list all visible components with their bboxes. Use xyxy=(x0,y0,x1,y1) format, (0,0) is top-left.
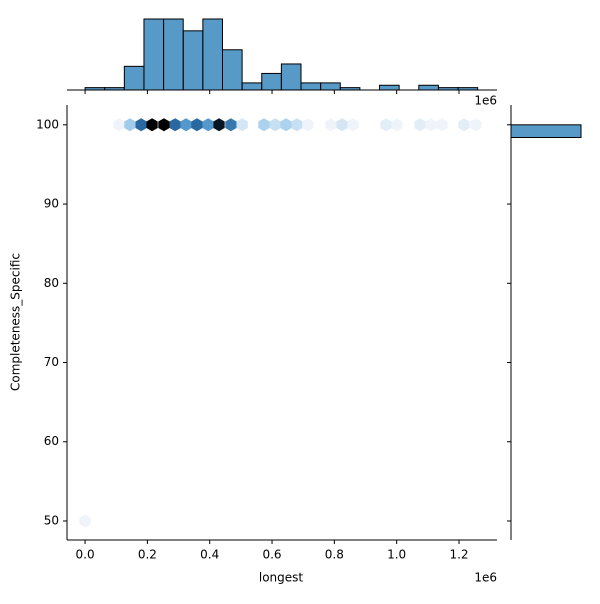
top-hist-bar xyxy=(320,82,341,91)
hexbin xyxy=(169,118,181,132)
hexbin xyxy=(79,514,91,528)
top-hist-bar xyxy=(418,84,439,91)
top-hist-bar xyxy=(182,30,204,91)
hexbin xyxy=(470,118,482,132)
hexbin xyxy=(258,118,270,132)
x-tick-label: 0.6 xyxy=(262,548,281,562)
y-tick-label: 70 xyxy=(44,355,59,369)
top-hist-bar xyxy=(261,72,282,91)
hexbin xyxy=(414,118,426,132)
hexbin xyxy=(458,118,470,132)
top-hist-bar xyxy=(143,18,165,91)
x-tick-label: 0.0 xyxy=(76,548,95,562)
hexbin xyxy=(124,118,136,132)
hexbin xyxy=(380,118,392,132)
top-offset-label: 1e6 xyxy=(474,94,497,108)
x-tick-label: 0.4 xyxy=(200,548,219,562)
top-hist-bar xyxy=(280,63,302,91)
y-tick-label: 50 xyxy=(44,513,59,527)
top-hist-bar xyxy=(84,87,106,91)
top-hist-bar xyxy=(163,18,184,91)
x-tick-label: 0.2 xyxy=(138,548,157,562)
x-offset-label: 1e6 xyxy=(474,571,497,585)
y-tick-label: 80 xyxy=(44,276,59,290)
y-axis-label: Completeness_Specific xyxy=(9,253,23,391)
hexbin xyxy=(325,118,337,132)
hexbin xyxy=(180,118,192,132)
hexbin xyxy=(191,118,203,132)
hexbin xyxy=(336,118,348,132)
hexbin xyxy=(236,118,248,132)
y-tick-label: 90 xyxy=(44,197,59,211)
right-hist-bar xyxy=(510,124,582,138)
y-tick-label: 100 xyxy=(36,117,59,131)
x-tick-label: 0.8 xyxy=(325,548,344,562)
hexbin xyxy=(225,118,237,132)
top-hist-bar xyxy=(241,82,263,91)
hexbin xyxy=(280,118,292,132)
top-hist-bar xyxy=(104,87,125,91)
top-hist-bar xyxy=(437,87,459,91)
top-hist-bar xyxy=(202,18,223,91)
x-tick-label: 1.0 xyxy=(387,548,406,562)
hexbin xyxy=(425,118,437,132)
top-hist-bar xyxy=(457,87,479,91)
top-hist-bar xyxy=(339,87,361,91)
x-axis-label: longest xyxy=(259,571,304,585)
hexbin xyxy=(391,118,403,132)
hexbin xyxy=(113,118,125,132)
y-tick-label: 60 xyxy=(44,434,59,448)
x-tick-label: 1.2 xyxy=(449,548,468,562)
hexbin xyxy=(146,118,158,132)
top-hist-bar xyxy=(300,82,322,91)
top-hist-bar xyxy=(221,49,243,91)
hexbin xyxy=(291,118,303,132)
hexbin xyxy=(135,118,147,132)
top-hist-bar xyxy=(123,65,145,91)
top-hist-bar xyxy=(379,84,400,91)
hexbin xyxy=(213,118,225,132)
hexbin xyxy=(269,118,281,132)
hexbin xyxy=(302,118,314,132)
hexbin xyxy=(158,118,170,132)
hexbin xyxy=(202,118,214,132)
hexbin xyxy=(436,118,448,132)
hexbin xyxy=(347,118,359,132)
